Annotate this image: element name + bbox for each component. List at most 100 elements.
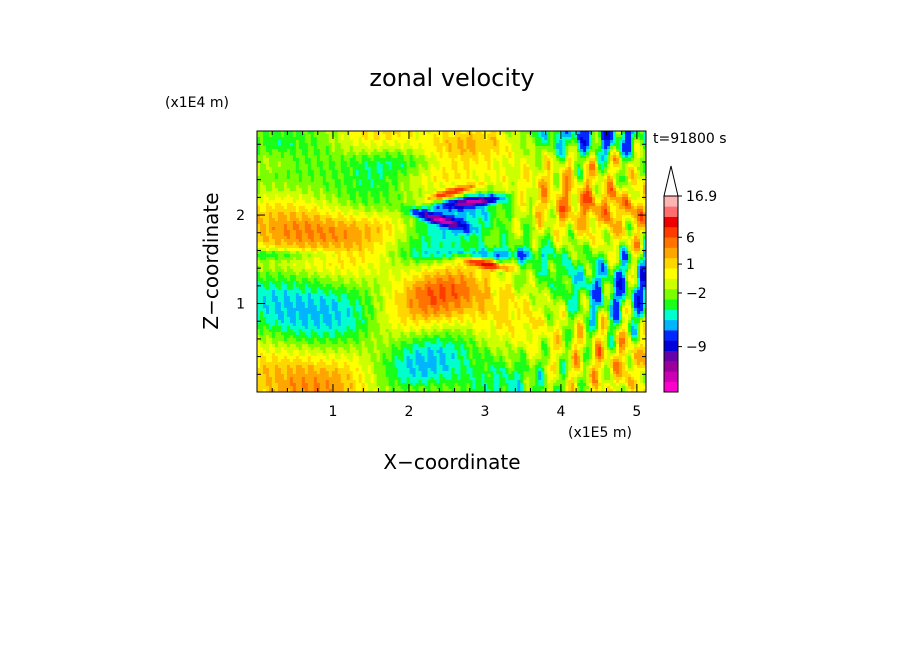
field-cell — [325, 185, 330, 189]
field-cell — [322, 353, 327, 357]
field-cell — [361, 266, 366, 270]
field-cell — [370, 320, 375, 324]
field-cell — [259, 161, 264, 165]
field-cell — [307, 323, 312, 327]
field-cell — [352, 149, 357, 153]
field-cell — [355, 347, 360, 351]
field-cell — [397, 302, 402, 306]
field-cell — [268, 368, 273, 372]
field-cell — [337, 374, 342, 378]
field-cell — [286, 185, 291, 189]
field-cell — [319, 257, 324, 261]
field-cell — [307, 203, 312, 207]
field-cell — [289, 317, 294, 321]
field-cell — [346, 353, 351, 357]
field-cell — [301, 353, 306, 357]
field-cell — [334, 344, 339, 348]
field-cell — [337, 347, 342, 351]
field-cell — [370, 197, 375, 201]
field-cell — [289, 281, 294, 285]
field-cell — [340, 137, 345, 141]
field-cell — [364, 176, 369, 180]
field-cell — [289, 194, 294, 198]
field-cell — [376, 365, 381, 369]
field-cell — [367, 167, 372, 171]
field-cell — [334, 353, 339, 357]
field-cell — [313, 269, 318, 273]
field-cell — [400, 302, 405, 306]
field-cell — [349, 164, 354, 168]
field-cell — [322, 191, 327, 195]
field-cell — [271, 245, 276, 249]
field-cell — [388, 197, 393, 201]
field-cell — [265, 161, 270, 165]
field-cell — [277, 236, 282, 240]
field-cell — [376, 179, 381, 183]
field-cell — [265, 350, 270, 354]
field-cell — [265, 344, 270, 348]
field-cell — [328, 245, 333, 249]
field-cell — [328, 308, 333, 312]
field-cell — [370, 149, 375, 153]
field-cell — [346, 350, 351, 354]
field-cell — [325, 320, 330, 324]
field-cell — [379, 140, 384, 144]
field-cell — [319, 371, 324, 375]
field-cell — [271, 377, 276, 381]
field-cell — [352, 302, 357, 306]
field-cell — [307, 197, 312, 201]
field-cell — [274, 281, 279, 285]
field-cell — [382, 350, 387, 354]
field-cell — [361, 218, 366, 222]
field-cell — [391, 224, 396, 228]
field-cell — [280, 257, 285, 261]
field-cell — [385, 242, 390, 246]
field-cell — [361, 182, 366, 186]
field-cell — [349, 155, 354, 159]
field-cell — [286, 155, 291, 159]
field-cell — [307, 239, 312, 243]
field-cell — [388, 317, 393, 321]
field-cell — [289, 140, 294, 144]
field-cell — [349, 353, 354, 357]
field-cell — [259, 323, 264, 327]
field-cell — [295, 146, 300, 150]
field-cell — [274, 335, 279, 339]
field-cell — [331, 281, 336, 285]
field-cell — [397, 329, 402, 333]
field-cell — [379, 368, 384, 372]
field-cell — [364, 338, 369, 342]
field-cell — [343, 185, 348, 189]
field-cell — [349, 242, 354, 246]
field-cell — [343, 179, 348, 183]
field-cell — [391, 236, 396, 240]
field-cell — [307, 275, 312, 279]
field-cell — [295, 383, 300, 387]
field-cell — [385, 173, 390, 177]
field-cell — [358, 329, 363, 333]
field-cell — [265, 389, 270, 392]
field-cell — [257, 311, 261, 315]
field-cell — [310, 236, 315, 240]
field-cell — [319, 338, 324, 342]
field-cell — [313, 335, 318, 339]
field-cell — [355, 221, 360, 225]
field-cell — [364, 230, 369, 234]
field-cell — [331, 323, 336, 327]
field-cell — [367, 332, 372, 336]
field-cell — [331, 311, 336, 315]
field-cell — [257, 299, 261, 303]
field-cell — [346, 362, 351, 366]
field-cell — [343, 131, 348, 135]
field-cell — [265, 302, 270, 306]
field-cell — [280, 152, 285, 156]
field-cell — [298, 302, 303, 306]
field-cell — [355, 215, 360, 219]
field-cell — [343, 191, 348, 195]
field-cell — [271, 389, 276, 392]
field-cell — [301, 341, 306, 345]
field-cell — [364, 281, 369, 285]
field-cell — [310, 221, 315, 225]
field-cell — [400, 179, 405, 183]
field-cell — [349, 161, 354, 165]
